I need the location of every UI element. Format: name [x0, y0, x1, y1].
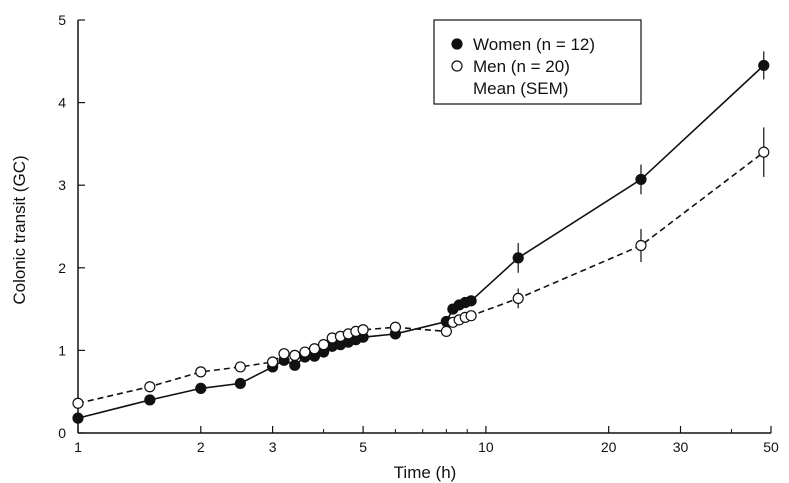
x-tick-label: 3: [269, 439, 277, 455]
data-point: [440, 325, 452, 338]
legend-label-women: Women (n = 12): [473, 35, 595, 54]
y-tick-label: 1: [58, 342, 66, 358]
x-tick-label: 2: [197, 439, 205, 455]
x-axis-ticks: 1 2 3 5 10 20 30 50: [74, 426, 779, 455]
data-point: [635, 173, 647, 186]
data-point: [357, 324, 369, 336]
data-point: [72, 397, 84, 409]
data-point: [195, 366, 207, 378]
data-point: [512, 292, 524, 304]
x-tick-label: 10: [478, 439, 494, 455]
y-tick-label: 5: [58, 12, 66, 28]
data-point: [758, 146, 770, 158]
data-point: [308, 343, 321, 355]
y-tick-label: 0: [58, 425, 66, 441]
data-point: [758, 59, 770, 72]
data-point: [465, 295, 477, 307]
legend-note: Mean (SEM): [473, 79, 568, 98]
data-point: [389, 321, 402, 333]
y-tick-label: 2: [58, 260, 66, 276]
data-point: [635, 239, 647, 252]
data-point: [317, 339, 330, 351]
x-tick-label: 50: [763, 439, 779, 455]
y-axis-ticks: 0 1 2 3 4 5: [58, 12, 85, 441]
series-women: [72, 51, 770, 424]
series-line: [77, 151, 765, 405]
data-point: [72, 412, 84, 424]
legend-marker-men: [451, 60, 463, 72]
data-point: [195, 382, 207, 394]
series-layer: [72, 51, 770, 424]
data-point: [144, 381, 156, 393]
legend-marker-women: [451, 38, 463, 50]
data-point: [234, 377, 246, 390]
x-tick-label: 5: [359, 439, 367, 455]
y-tick-label: 4: [58, 95, 66, 111]
legend-label-men: Men (n = 20): [473, 57, 570, 76]
data-point: [512, 252, 524, 264]
data-point: [144, 394, 156, 406]
data-point: [289, 359, 301, 371]
data-point: [299, 346, 311, 358]
series-men: [72, 127, 770, 409]
x-tick-label: 20: [601, 439, 617, 455]
x-tick-label: 1: [74, 439, 82, 455]
data-point: [267, 356, 279, 368]
data-point: [465, 310, 477, 322]
y-tick-label: 3: [58, 177, 66, 193]
data-point: [289, 349, 301, 361]
x-axis-title: Time (h): [394, 463, 457, 482]
legend-box: [433, 19, 642, 105]
legend: Women (n = 12) Men (n = 20) Mean (SEM): [433, 19, 642, 105]
series-line: [77, 64, 765, 419]
data-point: [234, 361, 246, 373]
data-point: [278, 348, 290, 360]
x-tick-label: 30: [673, 439, 689, 455]
y-axis-title: Colonic transit (GC): [10, 155, 29, 304]
